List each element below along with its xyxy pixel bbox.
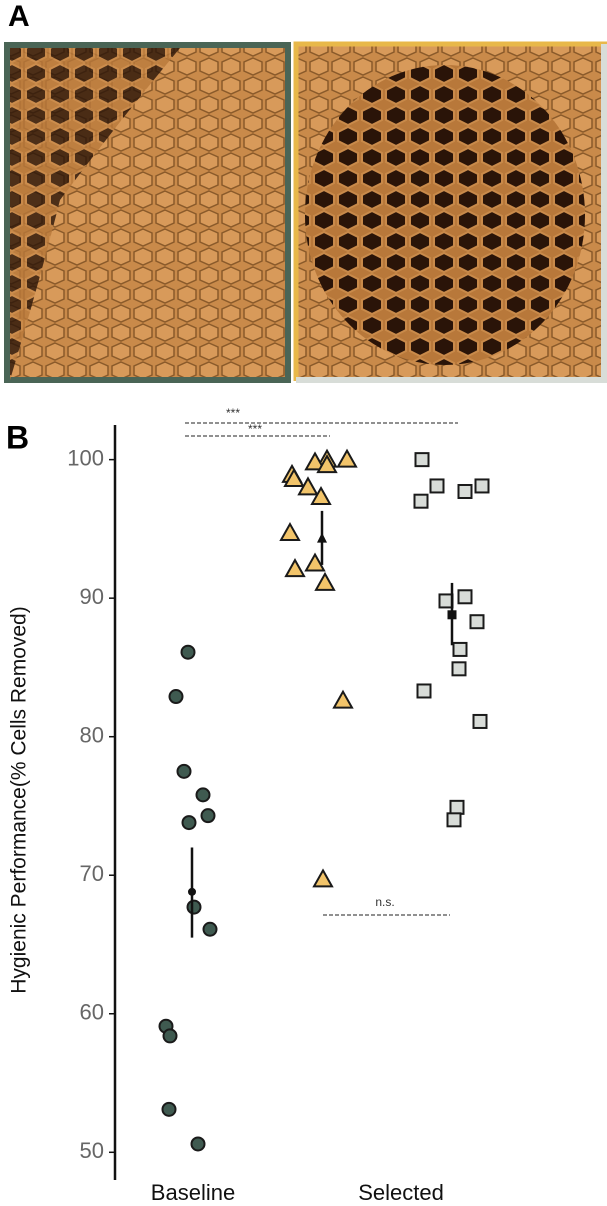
mean-marker	[188, 887, 196, 896]
data-point	[304, 552, 326, 572]
data-point	[162, 1028, 178, 1044]
data-point	[316, 454, 338, 474]
data-point	[283, 467, 305, 488]
data-point	[168, 689, 184, 705]
data-point	[472, 713, 488, 729]
data-point	[176, 763, 192, 779]
data-point	[314, 571, 336, 591]
data-point	[186, 899, 202, 915]
data-point	[416, 683, 432, 699]
data-point	[202, 921, 218, 937]
data-point	[312, 868, 334, 888]
photo-left	[4, 42, 291, 383]
data-point	[336, 448, 358, 468]
y-tick-label: 50	[80, 1138, 104, 1163]
data-point	[161, 1101, 177, 1117]
x-tick-label: Baseline	[151, 1180, 235, 1205]
data-point	[452, 641, 468, 657]
data-point	[457, 483, 473, 499]
significance-label: ***	[226, 406, 240, 420]
x-tick-label: Selected	[358, 1180, 444, 1205]
y-tick-label: 100	[67, 445, 104, 470]
data-point	[200, 808, 216, 824]
data-point	[413, 493, 429, 509]
data-point	[438, 593, 454, 609]
data-point	[190, 1136, 206, 1152]
y-tick-label: 70	[80, 861, 104, 886]
significance-label: ***	[248, 422, 262, 436]
data-point	[310, 485, 332, 506]
data-point	[332, 689, 354, 709]
data-point	[297, 476, 319, 496]
data-point	[474, 478, 490, 494]
data-point	[414, 452, 430, 468]
data-point	[279, 522, 301, 542]
data-point	[180, 644, 196, 660]
y-tick-label: 90	[80, 584, 104, 609]
data-point	[181, 815, 197, 831]
data-point	[457, 589, 473, 605]
panel-label: B	[6, 419, 29, 455]
significance-label: n.s.	[375, 895, 394, 909]
panel-label: A	[8, 0, 30, 33]
data-point	[195, 787, 211, 803]
y-tick-label: 80	[80, 723, 104, 748]
data-point	[451, 661, 467, 677]
data-point	[446, 812, 462, 828]
data-point	[429, 478, 445, 494]
data-point	[469, 614, 485, 630]
data-point	[284, 558, 306, 578]
mean-marker	[447, 610, 457, 620]
mean-marker	[317, 532, 327, 543]
photo-right	[293, 41, 607, 383]
data-point	[449, 799, 465, 815]
y-axis-label: Hygienic Performance(% Cells Removed)	[8, 606, 31, 993]
data-point	[304, 451, 326, 471]
plot: 50 60 70 80 90 100 Baseline Selected *** *** n.s.	[67, 406, 490, 1205]
y-tick-label: 60	[80, 1000, 104, 1025]
